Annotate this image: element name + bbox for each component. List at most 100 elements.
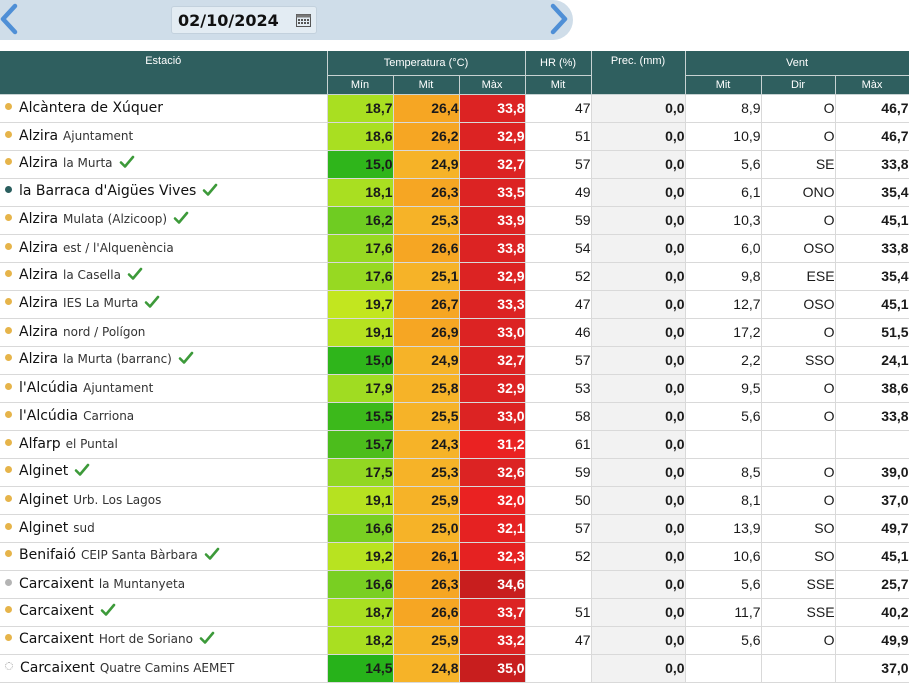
station-name[interactable]: la Barraca d'Aigües Vives [19,183,197,199]
station-cell[interactable]: Alginet [0,458,328,487]
station-name[interactable]: Benifaió [19,547,76,563]
station-name[interactable]: Alginet [19,492,69,508]
table-row[interactable]: l'Alcúdia Ajuntament 17,9 25,8 32,9 53 0,0 9,5 O… [0,374,909,403]
station-name[interactable]: Alzira [19,351,59,367]
station-name[interactable]: Alginet [19,463,69,479]
station-cell[interactable]: Alzira nord / Polígon [0,318,328,347]
station-cell[interactable]: Alzira Mulata (Alzicoop) [0,206,328,235]
table-row[interactable]: Alzira est / l'Alquenència 17,6 26,6 33,8 54 0… [0,234,909,263]
station-name[interactable]: l'Alcúdia [19,408,79,424]
station-location[interactable]: Quatre Camins AEMET [99,661,235,675]
station-location[interactable]: Ajuntament [63,129,134,143]
station-cell[interactable]: Alzira la Murta [0,150,328,179]
station-name[interactable]: Carcaixent [19,576,94,592]
station-location[interactable]: el Puntal [65,437,118,451]
station-name[interactable]: Alzira [19,240,59,256]
table-row[interactable]: la Barraca d'Aigües Vives 18,1 26,3 33,5 49 0… [0,178,909,207]
station-cell[interactable]: Alginet Urb. Los Lagos [0,486,328,515]
station-cell[interactable]: Alfarp el Puntal [0,430,328,459]
calendar-icon[interactable] [296,13,311,27]
station-name[interactable]: Carcaixent [19,631,94,647]
wind-dir-cell: O [761,206,836,235]
table-row[interactable]: Alfarp el Puntal 15,7 24,3 31,2 61 0,0 [0,430,909,459]
station-name[interactable]: Carcaixent [20,660,95,676]
table-row[interactable]: Alzira la Murta 15,0 24,9 32,7 57 0,0 5,6 SE 33,8 [0,150,909,179]
station-location[interactable]: Ajuntament [83,381,154,395]
temp-min-cell: 18,7 [327,94,394,123]
table-row[interactable]: Carcaixent 18,7 26,6 33,7 51 0,0 11,7 SSE 40,2 [0,598,909,627]
table-row[interactable]: Alzira Mulata (Alzicoop) 16,2 25,3 33,9 59 0,0… [0,206,909,235]
chevron-left-icon[interactable] [0,3,24,35]
station-location[interactable]: Urb. Los Lagos [73,493,162,507]
station-location[interactable]: Hort de Soriano [98,632,193,646]
table-row[interactable]: Carcaixent la Muntanyeta 16,6 26,3 34,6 0,0 5,… [0,570,909,599]
station-location[interactable]: Carriona [83,409,135,423]
humidity-cell: 50 [525,486,592,515]
station-name[interactable]: Alzira [19,211,59,227]
station-location[interactable]: sud [73,521,95,535]
header-station[interactable]: Estació [0,51,328,95]
header-wind-max[interactable]: Màx [835,75,909,95]
station-name[interactable]: Alzira [19,267,59,283]
station-cell[interactable]: Carcaixent la Muntanyeta [0,570,328,599]
station-cell[interactable]: Alcàntera de Xúquer [0,94,328,123]
table-row[interactable]: Carcaixent Quatre Camins AEMET 14,5 24,8 35,… [0,654,909,683]
date-value[interactable]: 02/10/2024 [178,11,279,30]
header-humidity-mit[interactable]: Mit [525,75,592,95]
station-cell[interactable]: Benifaió CEIP Santa Bàrbara [0,542,328,571]
station-location[interactable]: la Murta [63,156,113,170]
table-row[interactable]: Carcaixent Hort de Soriano 18,2 25,9 33,2 47 0… [0,626,909,655]
station-name[interactable]: Carcaixent [19,603,94,619]
table-row[interactable]: Alzira IES La Murta 19,7 26,7 33,3 47 0,0 12,7 O… [0,290,909,319]
station-location[interactable]: nord / Polígon [63,325,146,339]
station-name[interactable]: Alzira [19,128,59,144]
table-row[interactable]: Benifaió CEIP Santa Bàrbara 19,2 26,1 32,3 52… [0,542,909,571]
header-temp-min[interactable]: Mín [327,75,394,95]
station-cell[interactable]: Carcaixent [0,598,328,627]
table-row[interactable]: Alzira nord / Polígon 19,1 26,9 33,0 46 0,0 17,… [0,318,909,347]
chevron-right-icon[interactable] [545,3,571,35]
station-location[interactable]: CEIP Santa Bàrbara [80,548,198,562]
header-precipitation[interactable]: Prec. (mm) [591,51,686,95]
station-location[interactable]: la Muntanyeta [98,577,186,591]
station-cell[interactable]: Alginet sud [0,514,328,543]
header-wind-dir[interactable]: Dir [761,75,836,95]
table-row[interactable]: Alcàntera de Xúquer 18,7 26,4 33,8 47 0,0 8,9 O… [0,94,909,123]
station-cell[interactable]: Alzira est / l'Alquenència [0,234,328,263]
header-temp-max[interactable]: Màx [459,75,526,95]
station-location[interactable]: est / l'Alquenència [63,241,174,255]
station-name[interactable]: Alzira [19,295,59,311]
station-cell[interactable]: Alzira la Casella [0,262,328,291]
station-location[interactable]: la Casella [63,268,121,282]
station-cell[interactable]: l'Alcúdia Ajuntament [0,374,328,403]
station-cell[interactable]: Alzira la Murta (barranc) [0,346,328,375]
station-name[interactable]: Alcàntera de Xúquer [19,100,164,116]
station-name[interactable]: Alfarp [19,436,61,452]
station-cell[interactable]: Carcaixent Hort de Soriano [0,626,328,655]
station-cell[interactable]: Alzira Ajuntament [0,122,328,151]
table-row[interactable]: Alzira la Murta (barranc) 15,0 24,9 32,7 57 0,… [0,346,909,375]
header-temp-mit[interactable]: Mit [393,75,460,95]
table-row[interactable]: Alzira la Casella 17,6 25,1 32,9 52 0,0 9,8 ESE 3… [0,262,909,291]
station-name[interactable]: Alzira [19,155,59,171]
temp-mit-cell: 25,5 [393,402,460,431]
station-location[interactable]: IES La Murta [63,296,139,310]
table-row[interactable]: Alginet 17,5 25,3 32,6 59 0,0 8,5 O 39,0 [0,458,909,487]
station-name[interactable]: l'Alcúdia [19,380,79,396]
station-name[interactable]: Alginet [19,520,69,536]
station-location[interactable]: la Murta (barranc) [63,352,172,366]
temp-max-cell: 33,5 [459,178,526,207]
station-cell[interactable]: l'Alcúdia Carriona [0,402,328,431]
header-wind-mit[interactable]: Mit [685,75,762,95]
table-row[interactable]: Alginet Urb. Los Lagos 19,1 25,9 32,0 50 0,0 8,… [0,486,909,515]
station-cell[interactable]: la Barraca d'Aigües Vives [0,178,328,207]
station-location[interactable]: Mulata (Alzicoop) [63,212,168,226]
table-row[interactable]: l'Alcúdia Carriona 15,5 25,5 33,0 58 0,0 5,6 O 33… [0,402,909,431]
table-row[interactable]: Alginet sud 16,6 25,0 32,1 57 0,0 13,9 SO 49,7 [0,514,909,543]
date-picker[interactable]: 02/10/2024 [171,6,317,34]
wind-max-cell: 33,8 [835,234,909,263]
station-name[interactable]: Alzira [19,324,59,340]
station-cell[interactable]: Carcaixent Quatre Camins AEMET [0,654,328,683]
station-cell[interactable]: Alzira IES La Murta [0,290,328,319]
table-row[interactable]: Alzira Ajuntament 18,6 26,2 32,9 51 0,0 10,9 O 46… [0,122,909,151]
